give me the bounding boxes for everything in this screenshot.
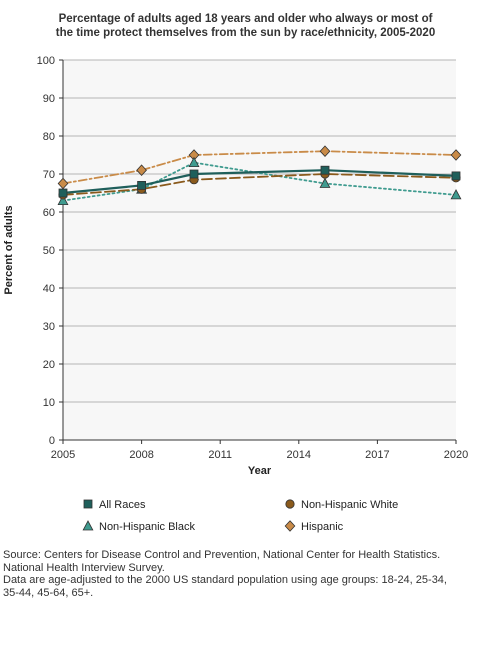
chart-title: Percentage of adults aged 18 years and o… <box>20 12 471 40</box>
source-notes: Source: Centers for Disease Control and … <box>3 549 489 599</box>
source-line-1: Source: Centers for Disease Control and … <box>3 549 441 561</box>
y-tick-label: 90 <box>43 93 55 105</box>
x-axis-label: Year <box>248 465 272 477</box>
data-note-line-2: 35-44, 45-64, 65+. <box>3 586 94 599</box>
data-point-hispanic <box>136 164 147 176</box>
legend-marker-non-hispanic-white <box>285 499 295 509</box>
data-point-non-hispanic-black <box>188 156 200 168</box>
y-tick-label: 70 <box>43 169 55 181</box>
y-ticks: 0 10 20 30 40 50 60 70 80 90 100 <box>37 55 63 447</box>
data-point-all-races <box>189 169 199 179</box>
series-lines <box>57 145 462 206</box>
data-point-non-hispanic-black <box>450 189 462 200</box>
data-point-all-races <box>451 171 461 181</box>
y-tick-label: 20 <box>43 359 55 371</box>
y-tick-label: 100 <box>37 55 55 67</box>
legend-marker-all-races <box>83 499 93 509</box>
x-tick-label: 2014 <box>287 449 311 461</box>
series-line-non-hispanic-black <box>62 161 457 202</box>
data-point-non-hispanic-black <box>57 194 69 206</box>
x-tick-label: 2020 <box>444 449 468 461</box>
data-point-non-hispanic-black <box>319 177 331 188</box>
data-point-all-races <box>58 188 68 198</box>
chart-title-line-1: Percentage of adults aged 18 years and o… <box>58 13 433 25</box>
y-tick-label: 10 <box>43 397 55 409</box>
legend-label-non-hispanic-white: Non-Hispanic White <box>301 499 398 511</box>
y-axis-label: Percent of adults <box>3 205 15 294</box>
x-ticks: 2005 2008 2011 2014 2017 2020 <box>51 440 468 461</box>
data-point-hispanic <box>450 149 462 161</box>
data-note-line-1: Data are age-adjusted to the 2000 US sta… <box>3 574 447 586</box>
y-tick-label: 50 <box>43 245 55 257</box>
legend-item-non-hispanic-white: Non-Hispanic White <box>285 499 398 511</box>
data-point-hispanic <box>319 145 331 157</box>
x-tick-label: 2008 <box>129 449 153 461</box>
legend-label-non-hispanic-black: Non-Hispanic Black <box>99 521 195 533</box>
data-point-all-races <box>137 180 147 190</box>
data-point-all-races <box>320 165 330 175</box>
y-tick-label: 40 <box>43 283 55 295</box>
y-tick-label: 0 <box>49 435 55 447</box>
legend-label-all-races: All Races <box>99 499 146 511</box>
legend-item-hispanic: Hispanic <box>284 520 344 533</box>
y-tick-label: 30 <box>43 321 55 333</box>
x-tick-label: 2011 <box>208 449 232 461</box>
y-tick-label: 80 <box>43 131 55 143</box>
legend-item-non-hispanic-black: Non-Hispanic Black <box>82 520 195 533</box>
series-all-races <box>58 165 461 198</box>
legend-marker-hispanic <box>284 520 296 532</box>
x-tick-label: 2017 <box>365 449 389 461</box>
y-tick-label: 60 <box>43 207 55 219</box>
legend: All Races Non-Hispanic White Non-Hispanic … <box>82 499 398 533</box>
x-tick-label: 2005 <box>51 449 75 461</box>
series-hispanic <box>57 145 462 190</box>
source-line-2: National Health Interview Survey. <box>3 561 165 574</box>
legend-marker-non-hispanic-black <box>82 520 94 531</box>
legend-label-hispanic: Hispanic <box>301 521 344 533</box>
chart-title-line-2: the time protect themselves from the sun… <box>55 27 436 39</box>
legend-item-all-races: All Races <box>83 499 146 511</box>
